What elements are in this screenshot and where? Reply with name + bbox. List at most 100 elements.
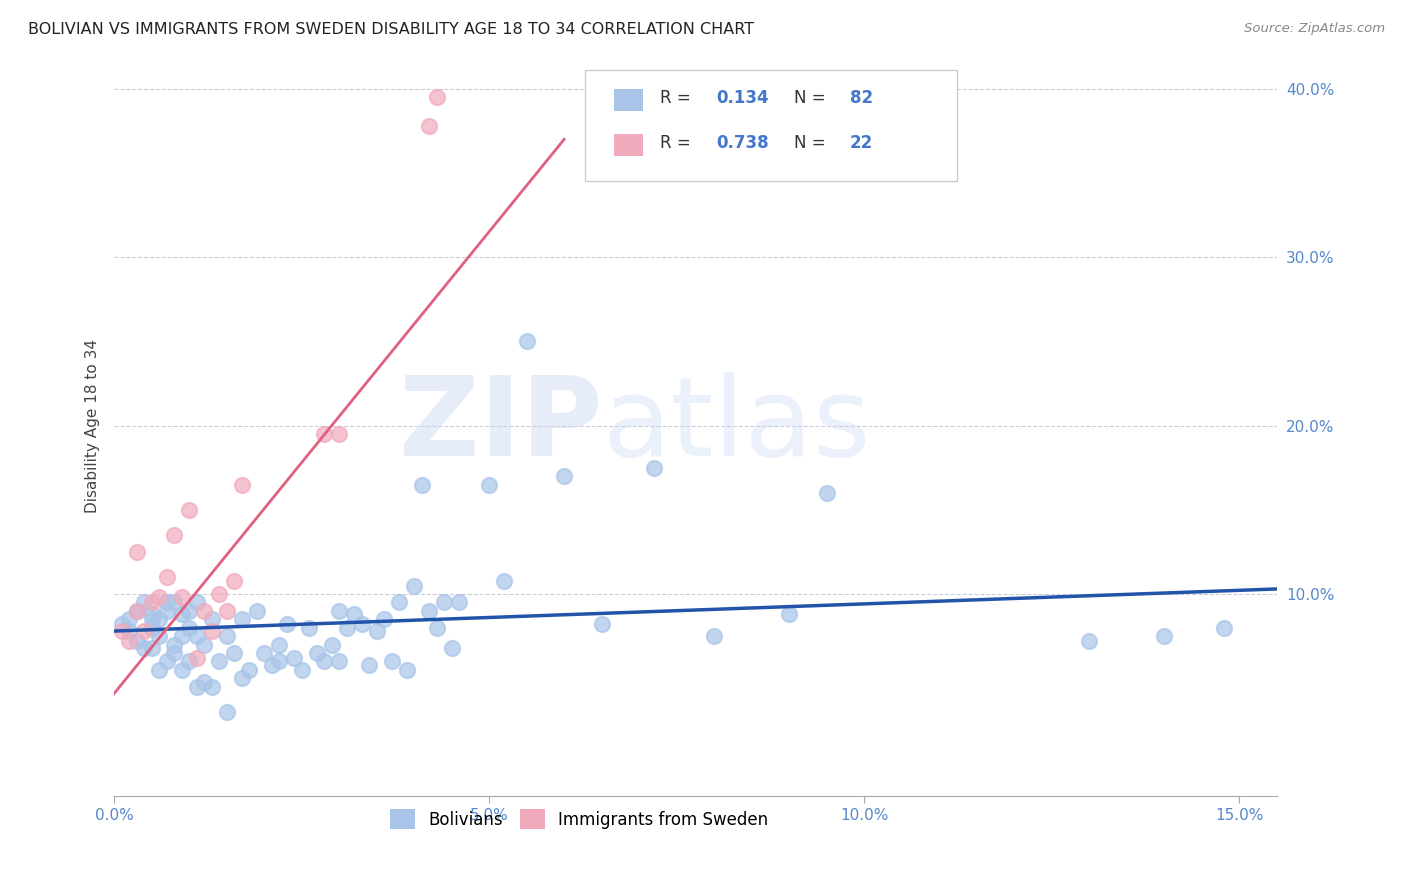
Text: R =: R = [661,135,696,153]
FancyBboxPatch shape [585,70,957,181]
Point [418,604,440,618]
Point [381,654,404,668]
Point [186,680,208,694]
Point [141,607,163,622]
Point [179,621,201,635]
Point [125,604,148,618]
Point [163,638,186,652]
Point [246,604,269,618]
Point [231,612,253,626]
Point [215,604,238,618]
Point [253,646,276,660]
Point [440,640,463,655]
Point [411,477,433,491]
Point [148,591,170,605]
Point [170,607,193,622]
Text: R =: R = [661,89,696,107]
Point [193,638,215,652]
Point [215,629,238,643]
Point [156,570,179,584]
Point [186,595,208,609]
Point [269,638,291,652]
Point [179,604,201,618]
Point [373,612,395,626]
Point [224,574,246,588]
Point [118,612,141,626]
Point [283,651,305,665]
Text: BOLIVIAN VS IMMIGRANTS FROM SWEDEN DISABILITY AGE 18 TO 34 CORRELATION CHART: BOLIVIAN VS IMMIGRANTS FROM SWEDEN DISAB… [28,22,754,37]
Point [328,427,350,442]
Text: Source: ZipAtlas.com: Source: ZipAtlas.com [1244,22,1385,36]
Point [170,629,193,643]
Point [366,624,388,638]
Point [426,90,449,104]
Point [426,621,449,635]
Point [449,595,471,609]
Point [591,617,613,632]
Point [314,427,336,442]
Point [215,705,238,719]
Text: 82: 82 [851,89,873,107]
Point [1213,621,1236,635]
Point [156,595,179,609]
Point [276,617,298,632]
Point [494,574,516,588]
Point [163,595,186,609]
Point [141,640,163,655]
Point [418,119,440,133]
Point [170,663,193,677]
Point [336,621,359,635]
Point [163,528,186,542]
Text: 0.134: 0.134 [716,89,769,107]
Point [141,595,163,609]
Point [125,545,148,559]
Text: 0.738: 0.738 [716,135,769,153]
Point [201,624,224,638]
Point [148,663,170,677]
Point [193,604,215,618]
Point [186,651,208,665]
Point [1153,629,1175,643]
Point [179,654,201,668]
Text: N =: N = [794,89,831,107]
Point [305,646,328,660]
Point [298,621,321,635]
Point [1078,634,1101,648]
Point [179,503,201,517]
Text: 22: 22 [851,135,873,153]
Point [359,657,381,672]
Point [148,629,170,643]
Point [703,629,725,643]
Point [269,654,291,668]
Point [388,595,411,609]
Point [328,654,350,668]
Point [141,621,163,635]
Point [516,334,538,349]
Point [134,595,156,609]
Point [404,578,426,592]
Point [118,624,141,638]
Point [134,624,156,638]
Text: ZIP: ZIP [399,372,602,479]
Point [231,477,253,491]
Point [224,646,246,660]
Y-axis label: Disability Age 18 to 34: Disability Age 18 to 34 [86,339,100,513]
Point [343,607,366,622]
Point [170,591,193,605]
Point [314,654,336,668]
Point [186,629,208,643]
Point [148,612,170,626]
Point [260,657,283,672]
Point [125,604,148,618]
Point [291,663,314,677]
Point [778,607,800,622]
FancyBboxPatch shape [614,89,643,112]
Point [141,612,163,626]
Point [553,469,575,483]
Point [201,612,224,626]
Point [815,486,838,500]
Point [156,654,179,668]
Point [208,654,231,668]
FancyBboxPatch shape [614,134,643,156]
Point [111,624,134,638]
